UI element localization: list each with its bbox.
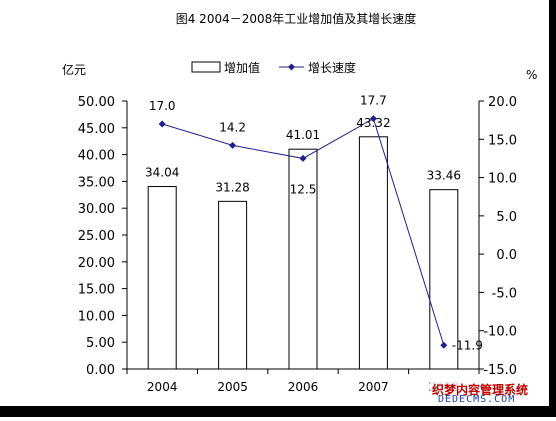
growth-rate-point [229, 141, 237, 149]
watermark-text-cn: 织梦内容管理系统 [432, 383, 529, 397]
line-value-label: 17.7 [360, 94, 387, 108]
right-tick-label: -5.0 [492, 286, 517, 301]
line-value-label: 17.0 [149, 99, 176, 113]
right-tick-label: 0.0 [496, 248, 517, 263]
bar [429, 189, 459, 370]
bar-value-label: 41.01 [286, 128, 320, 142]
right-tick-label: 10.0 [488, 172, 517, 187]
bar [358, 136, 388, 370]
bar-value-label: 43.32 [356, 116, 390, 130]
right-tick-label: 5.0 [496, 210, 517, 225]
legend-label-bar: 增加值 [224, 60, 260, 75]
chart-title: 图4 2004－2008年工业增加值及其增长速度 [176, 11, 417, 26]
left-tick-label: 15.00 [78, 283, 115, 298]
x-tick-label: 2004 [147, 380, 178, 394]
legend-swatch-marker [288, 63, 295, 71]
x-tick-label: 2005 [217, 380, 248, 394]
right-tick-label: -10.0 [483, 325, 517, 340]
bar [288, 148, 318, 370]
right-axis-label: % [526, 68, 537, 82]
line-value-label: 14.2 [219, 120, 246, 134]
line-value-label: 12.5 [290, 182, 317, 196]
chart-legend: 增加值 增长速度 [191, 60, 356, 75]
legend-label-line: 增长速度 [308, 60, 356, 75]
x-tick-label: 2007 [358, 380, 389, 394]
growth-rate-point [369, 115, 377, 123]
left-tick-label: 50.00 [78, 95, 115, 110]
frame-border-bottom [0, 406, 556, 417]
bar-value-label: 33.46 [427, 169, 461, 183]
right-tick-label: -15.0 [483, 363, 517, 378]
legend-swatch-bar [191, 61, 221, 73]
right-tick-label: 20.0 [488, 95, 517, 110]
right-tick-label: 15.0 [488, 133, 517, 148]
watermark-text-en: DEDECMS.COM [438, 394, 516, 405]
bar-value-label: 31.28 [215, 180, 249, 194]
left-tick-label: 25.00 [78, 229, 115, 244]
bar [147, 186, 177, 370]
chart-data-labels: 34.04 31.28 41.01 43.32 33.46 17.0 14.2 12.5 17.… [145, 94, 483, 353]
left-tick-label: 0.00 [86, 363, 115, 378]
bar-value-label: 34.04 [145, 166, 179, 180]
bar [218, 200, 248, 370]
chart-axes: 0.00 5.00 10.00 15.00 20.00 25.00 30.00 35.00 40… [78, 95, 517, 394]
frame-border-right [549, 0, 556, 417]
growth-rate-point [299, 154, 307, 162]
chart-line-series [158, 115, 448, 349]
left-tick-label: 40.00 [78, 149, 115, 164]
watermark: 织梦内容管理系统 DEDECMS.COM [430, 380, 549, 406]
left-tick-label: 35.00 [78, 175, 115, 190]
growth-rate-point [440, 341, 448, 349]
line-value-label: -11.9 [452, 338, 483, 352]
left-axis-label: 亿元 [62, 62, 86, 77]
x-tick-label: 2006 [288, 380, 319, 394]
left-tick-label: 20.00 [78, 256, 115, 271]
left-tick-label: 45.00 [78, 122, 115, 137]
growth-rate-point [158, 120, 166, 128]
left-tick-label: 30.00 [78, 202, 115, 217]
left-tick-label: 10.00 [78, 309, 115, 324]
chart-bars [147, 136, 459, 370]
left-tick-label: 5.00 [86, 336, 115, 351]
